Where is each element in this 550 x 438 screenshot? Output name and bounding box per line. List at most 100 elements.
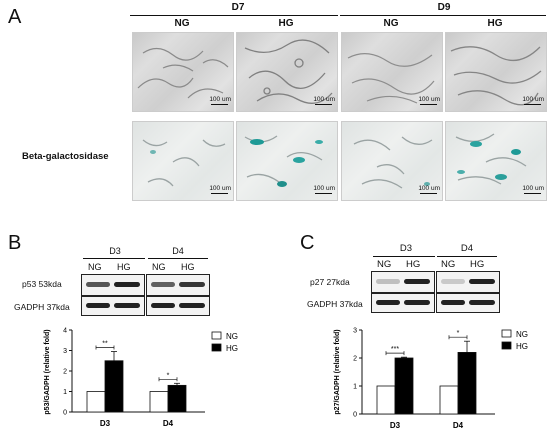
- micrograph-beta-gal-hg-d7: 100 um: [236, 121, 338, 201]
- blot-gapdh-d3: [371, 293, 435, 313]
- micrograph-beta-gal-hg-d9: 100 um: [445, 121, 547, 201]
- blot-gapdh-d3: [81, 296, 145, 316]
- legend-swatch-ng: [501, 329, 512, 338]
- micrograph-brightfield-ng-d9: 100 um: [341, 32, 443, 112]
- panel-c-letter: C: [300, 232, 315, 254]
- blot-label-p27: p27 27kda: [310, 277, 350, 287]
- day-underline: [83, 258, 145, 259]
- x-tick-label: D3: [390, 421, 401, 430]
- day-divider-d7: [130, 15, 338, 16]
- bar-hg-d4: [167, 384, 187, 413]
- lane-label-ng: NG: [441, 259, 456, 270]
- legend-label-ng: NG: [516, 330, 528, 339]
- lane-label-ng: NG: [377, 259, 392, 270]
- significance-marker: ***: [391, 346, 399, 353]
- blot-p53-d3: [81, 274, 145, 296]
- micrograph-brightfield-hg-d7: 100 um: [236, 32, 338, 112]
- blot-p27-d3: [371, 271, 435, 293]
- legend-swatch-hg: [211, 343, 222, 352]
- row-label-beta-galactosidase: Beta-galactosidase: [22, 151, 109, 162]
- lane-label-ng: NG: [88, 262, 102, 272]
- y-tick-label: 2: [63, 369, 67, 376]
- scale-bar: [420, 192, 437, 194]
- day-label-d9: D9: [437, 2, 451, 13]
- day-label-d7: D7: [231, 2, 245, 13]
- blot-gapdh-d4: [146, 296, 210, 316]
- micrograph-beta-gal-ng-d7: 100 um: [132, 121, 234, 201]
- legend-label-hg: HG: [226, 344, 238, 353]
- scale-bar: [524, 103, 541, 105]
- bar-ng-d3: [86, 391, 106, 413]
- blot-gapdh-d4: [436, 293, 500, 313]
- blot-day-d4: D4: [460, 243, 474, 254]
- bar-hg-d4: [457, 352, 477, 415]
- y-tick-label: 2: [353, 356, 357, 363]
- y-tick-label: 4: [63, 328, 67, 335]
- y-tick-label: 1: [63, 389, 67, 396]
- bar-hg-d3: [394, 357, 414, 415]
- lane-label-hg: HG: [181, 262, 195, 272]
- bar-ng-d4: [439, 385, 459, 415]
- day-divider-d9: [340, 15, 546, 16]
- blot-label-gapdh: GADPH 37kda: [14, 302, 70, 312]
- scale-label: 100 um: [209, 185, 231, 192]
- blot-p53-d4: [146, 274, 210, 296]
- micrograph-beta-gal-ng-d9: 100 um: [341, 121, 443, 201]
- scale-label: 100 um: [313, 185, 335, 192]
- panel-a-letter: A: [8, 6, 22, 28]
- legend-label-ng: NG: [226, 332, 238, 341]
- group-label-hg-d7: HG: [278, 18, 294, 29]
- lane-label-hg: HG: [470, 259, 485, 270]
- scale-label: 100 um: [522, 185, 544, 192]
- y-tick-label: 0: [63, 410, 67, 417]
- panel-b-letter: B: [8, 232, 22, 254]
- micrograph-brightfield-hg-d9: 100 um: [445, 32, 547, 112]
- blot-p27-d4: [436, 271, 500, 293]
- scale-label: 100 um: [313, 96, 335, 103]
- blot-day-d3: D3: [399, 243, 413, 254]
- legend-label-hg: HG: [516, 342, 528, 351]
- group-label-ng-d7: NG: [174, 18, 190, 29]
- y-tick-label: 1: [353, 384, 357, 391]
- group-label-ng-d9: NG: [383, 18, 399, 29]
- scale-bar: [211, 103, 228, 105]
- day-underline: [148, 258, 208, 259]
- significance-marker: **: [102, 341, 108, 348]
- legend-swatch-hg: [501, 341, 512, 350]
- lane-label-hg: HG: [117, 262, 131, 272]
- group-label-hg-d9: HG: [487, 18, 503, 29]
- blot-day-d4: D4: [172, 246, 184, 256]
- y-tick-label: 0: [353, 412, 357, 419]
- lane-label-hg: HG: [406, 259, 421, 270]
- blot-label-gapdh: GADPH 37kda: [307, 299, 363, 309]
- scale-label: 100 um: [209, 96, 231, 103]
- bar-ng-d4: [149, 391, 169, 413]
- chart-p53: p53/GADPH (relative fold) 0 1 2 3 4 ** D3 * D4 N…: [44, 328, 238, 429]
- day-underline: [437, 256, 497, 257]
- blot-day-d3: D3: [109, 246, 121, 256]
- x-tick-label: D4: [163, 419, 174, 428]
- x-tick-label: D4: [453, 421, 464, 430]
- scale-bar: [211, 192, 228, 194]
- bar-hg-d3: [104, 360, 124, 413]
- chart-p27: p27/GADPH (relative fold) 0 1 2 3 *** D3 * D4 N…: [334, 328, 528, 431]
- scale-bar: [420, 103, 437, 105]
- day-underline: [373, 256, 435, 257]
- micrograph-brightfield-ng-d7: 100 um: [132, 32, 234, 112]
- legend-swatch-ng: [211, 331, 222, 340]
- scale-label: 100 um: [522, 96, 544, 103]
- scale-bar: [315, 192, 332, 194]
- blot-label-p53: p53 53kda: [22, 279, 62, 289]
- y-axis-label: p53/GADPH (relative fold): [44, 329, 51, 414]
- x-tick-label: D3: [100, 419, 111, 428]
- y-axis-label: p27/GADPH (relative fold): [334, 329, 341, 414]
- lane-label-ng: NG: [152, 262, 166, 272]
- scale-label: 100 um: [418, 185, 440, 192]
- scale-label: 100 um: [418, 96, 440, 103]
- scale-bar: [524, 192, 541, 194]
- bar-ng-d3: [376, 385, 396, 415]
- scale-bar: [315, 103, 332, 105]
- y-tick-label: 3: [353, 328, 357, 335]
- significance-marker: *: [457, 330, 460, 337]
- significance-marker: *: [167, 372, 170, 379]
